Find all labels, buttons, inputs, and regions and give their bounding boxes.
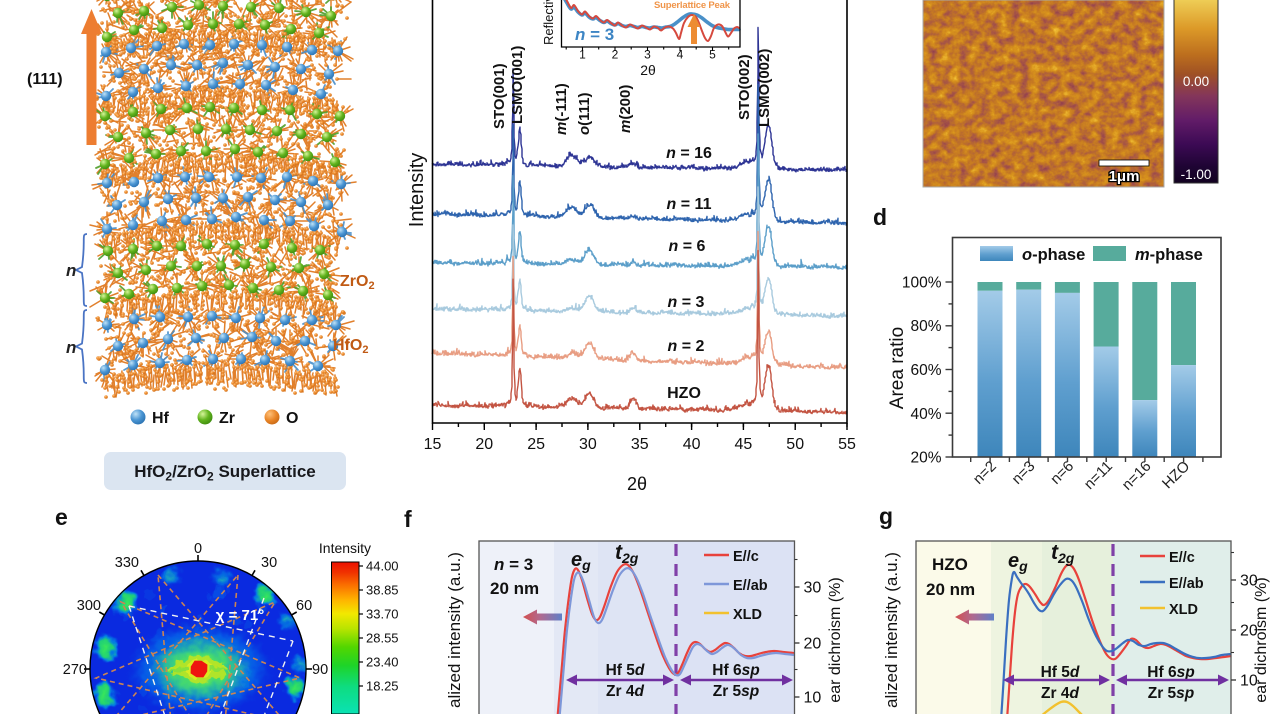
svg-text:100%: 100% [902, 275, 942, 292]
svg-text:40%: 40% [910, 406, 941, 423]
svg-text:n = 6: n = 6 [669, 238, 706, 255]
svg-text:33.70: 33.70 [366, 607, 399, 622]
svg-text:15: 15 [424, 436, 442, 453]
svg-text:35: 35 [631, 436, 649, 453]
svg-text:STO(002): STO(002) [736, 54, 753, 120]
svg-text:E//c: E//c [1169, 550, 1195, 566]
svg-text:n = 2: n = 2 [668, 338, 705, 355]
svg-text:e: e [55, 504, 68, 530]
svg-text:55: 55 [838, 436, 856, 453]
svg-text:ear dichroism (%): ear dichroism (%) [827, 577, 844, 702]
svg-text:18.25: 18.25 [366, 679, 399, 694]
svg-text:HZO: HZO [932, 555, 968, 574]
svg-text:Hf 6sp: Hf 6sp [1147, 664, 1194, 681]
svg-text:Hf 5d: Hf 5d [1041, 664, 1080, 681]
svg-text:ZrO2: ZrO2 [340, 273, 375, 292]
svg-text:HfO2: HfO2 [333, 337, 368, 356]
svg-text:n: n [66, 338, 76, 357]
svg-text:o-phase: o-phase [1022, 246, 1085, 264]
svg-text:m(200): m(200) [617, 85, 634, 133]
svg-text:10: 10 [804, 690, 822, 707]
svg-text:alized intensity (a.u.): alized intensity (a.u.) [882, 552, 901, 708]
svg-text:E//ab: E//ab [733, 578, 768, 594]
svg-text:n = 3: n = 3 [575, 25, 614, 44]
svg-text:O: O [286, 410, 298, 427]
svg-text:n = 3: n = 3 [494, 555, 533, 574]
svg-text:44.00: 44.00 [366, 559, 399, 574]
svg-text:-1.00: -1.00 [1181, 167, 1212, 182]
svg-text:χ = 71°: χ = 71° [216, 607, 264, 624]
svg-text:n = 16: n = 16 [666, 145, 712, 162]
svg-text:20 nm: 20 nm [490, 579, 539, 598]
svg-text:0: 0 [194, 541, 202, 557]
svg-text:LSMO(002): LSMO(002) [756, 49, 773, 127]
svg-text:m(-111): m(-111) [553, 83, 570, 135]
svg-text:n: n [66, 261, 76, 280]
svg-text:n = 11: n = 11 [667, 196, 712, 213]
svg-text:300: 300 [77, 598, 101, 614]
svg-text:1μm: 1μm [1109, 168, 1140, 185]
svg-text:38.85: 38.85 [366, 583, 399, 598]
svg-text:Intensity: Intensity [319, 540, 371, 556]
svg-text:XLD: XLD [733, 607, 762, 623]
svg-text:20 nm: 20 nm [926, 580, 975, 599]
svg-text:330: 330 [115, 555, 139, 571]
svg-text:60%: 60% [910, 362, 941, 379]
svg-text:20: 20 [804, 636, 822, 653]
svg-text:E//ab: E//ab [1169, 576, 1204, 592]
svg-text:Hf 6sp: Hf 6sp [712, 662, 759, 679]
svg-text:Zr 5sp: Zr 5sp [713, 683, 760, 700]
svg-text:30: 30 [804, 580, 822, 597]
svg-text:60: 60 [296, 598, 312, 614]
svg-text:Area ratio: Area ratio [887, 327, 908, 409]
svg-text:Intensity: Intensity [406, 153, 428, 227]
svg-text:Zr 4d: Zr 4d [606, 683, 644, 700]
svg-text:m-phase: m-phase [1135, 246, 1203, 264]
svg-text:10: 10 [1240, 673, 1258, 690]
svg-text:Zr 5sp: Zr 5sp [1148, 685, 1195, 702]
svg-text:Hf 5d: Hf 5d [606, 662, 645, 679]
svg-text:STO(001): STO(001) [491, 63, 508, 129]
svg-text:20%: 20% [910, 450, 941, 467]
svg-text:270: 270 [63, 662, 87, 678]
svg-text:45: 45 [735, 436, 753, 453]
svg-text:90: 90 [312, 662, 328, 678]
svg-text:23.40: 23.40 [366, 655, 399, 670]
svg-text:40: 40 [683, 436, 701, 453]
svg-text:o(111): o(111) [576, 92, 593, 135]
svg-text:28.55: 28.55 [366, 631, 399, 646]
svg-text:30: 30 [579, 436, 597, 453]
svg-text:20: 20 [475, 436, 493, 453]
svg-text:LSMO(001): LSMO(001) [509, 46, 526, 124]
svg-text:(111): (111) [27, 71, 63, 88]
svg-text:XLD: XLD [1169, 602, 1198, 618]
svg-text:g: g [879, 503, 893, 529]
svg-text:30: 30 [1240, 573, 1258, 590]
svg-text:f: f [404, 506, 412, 532]
svg-text:25: 25 [527, 436, 545, 453]
svg-text:2θ: 2θ [640, 62, 656, 78]
svg-text:20: 20 [1240, 623, 1258, 640]
svg-text:Hf: Hf [152, 410, 170, 427]
svg-text:Reflectivity (a.u.): Reflectivity (a.u.) [541, 0, 556, 45]
svg-text:alized intensity (a.u.): alized intensity (a.u.) [445, 552, 464, 708]
svg-text:Zr 4d: Zr 4d [1041, 685, 1079, 702]
svg-text:HZO: HZO [667, 385, 701, 402]
svg-text:30: 30 [261, 555, 277, 571]
svg-text:Superlattice Peak: Superlattice Peak [654, 0, 731, 11]
svg-text:n = 3: n = 3 [668, 294, 705, 311]
svg-text:E//c: E//c [733, 549, 759, 565]
svg-text:2θ: 2θ [627, 474, 647, 494]
svg-text:80%: 80% [910, 318, 941, 335]
svg-text:d: d [873, 204, 887, 230]
svg-text:Zr: Zr [219, 410, 235, 427]
svg-text:50: 50 [786, 436, 804, 453]
svg-text:HfO2/ZrO2 Superlattice: HfO2/ZrO2 Superlattice [134, 462, 316, 484]
svg-text:0.00: 0.00 [1183, 74, 1209, 89]
